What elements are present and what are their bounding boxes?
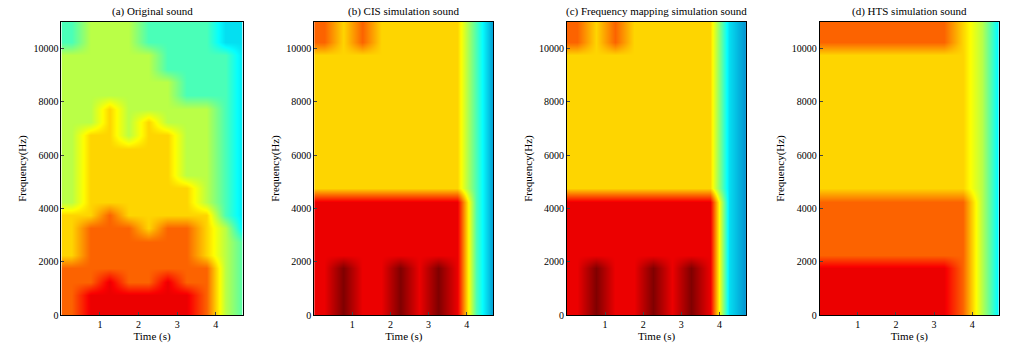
svg-text:10000: 10000 [539, 43, 564, 54]
svg-text:0: 0 [812, 310, 817, 321]
svg-text:(c) Frequency mapping simulati: (c) Frequency mapping simulation sound [566, 5, 747, 18]
svg-text:8000: 8000 [38, 96, 58, 107]
svg-text:1: 1 [97, 319, 102, 330]
svg-text:(a) Original sound: (a) Original sound [112, 5, 193, 18]
svg-text:2: 2 [641, 319, 646, 330]
svg-text:3: 3 [679, 319, 684, 330]
svg-text:4: 4 [717, 319, 722, 330]
svg-text:4000: 4000 [797, 203, 817, 214]
svg-text:8000: 8000 [797, 96, 817, 107]
svg-text:6000: 6000 [38, 150, 58, 161]
svg-text:Frequency(Hz): Frequency(Hz) [774, 135, 787, 202]
svg-text:2000: 2000 [291, 256, 311, 267]
svg-text:1: 1 [350, 319, 355, 330]
svg-text:0: 0 [53, 310, 58, 321]
svg-text:2: 2 [893, 319, 898, 330]
svg-text:Time (s): Time (s) [891, 330, 929, 343]
svg-text:8000: 8000 [544, 96, 564, 107]
svg-text:0: 0 [306, 310, 311, 321]
svg-text:10000: 10000 [792, 43, 817, 54]
svg-text:1: 1 [855, 319, 860, 330]
svg-text:4: 4 [970, 319, 975, 330]
svg-text:3: 3 [426, 319, 431, 330]
svg-text:(b) CIS simulation sound: (b) CIS simulation sound [348, 5, 459, 18]
svg-text:2: 2 [136, 319, 141, 330]
svg-text:6000: 6000 [291, 150, 311, 161]
svg-text:Frequency(Hz): Frequency(Hz) [269, 135, 282, 202]
svg-text:2: 2 [388, 319, 393, 330]
svg-text:4000: 4000 [38, 203, 58, 214]
svg-text:4: 4 [464, 319, 469, 330]
svg-text:Time (s): Time (s) [638, 330, 676, 343]
svg-text:2000: 2000 [544, 256, 564, 267]
svg-text:Time (s): Time (s) [385, 330, 423, 343]
svg-text:2000: 2000 [38, 256, 58, 267]
svg-text:1: 1 [603, 319, 608, 330]
svg-text:3: 3 [175, 319, 180, 330]
svg-text:8000: 8000 [291, 96, 311, 107]
svg-text:3: 3 [932, 319, 937, 330]
svg-text:4000: 4000 [291, 203, 311, 214]
svg-text:4000: 4000 [544, 203, 564, 214]
svg-text:10000: 10000 [286, 43, 311, 54]
svg-text:Frequency(Hz): Frequency(Hz) [522, 135, 535, 202]
svg-text:6000: 6000 [797, 150, 817, 161]
svg-text:10000: 10000 [33, 43, 58, 54]
svg-text:Time (s): Time (s) [133, 330, 171, 343]
svg-text:2000: 2000 [797, 256, 817, 267]
svg-text:6000: 6000 [544, 150, 564, 161]
svg-text:4: 4 [213, 319, 218, 330]
svg-text:(d) HTS simulation sound: (d) HTS simulation sound [852, 5, 967, 18]
svg-text:Frequency(Hz): Frequency(Hz) [16, 135, 29, 202]
svg-text:0: 0 [559, 310, 564, 321]
